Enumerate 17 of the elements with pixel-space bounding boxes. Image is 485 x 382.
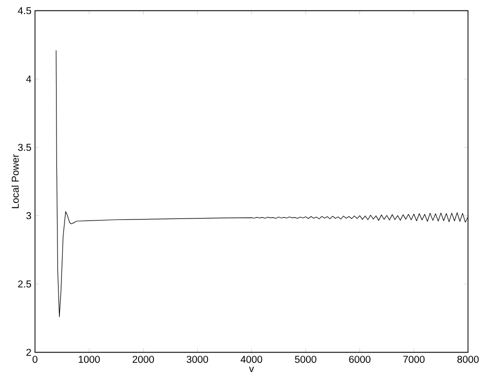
x-tick-label: 1000 [78,356,100,363]
x-tick-label: 8000 [457,356,479,363]
x-axis-title: v [249,366,254,372]
x-tick-label: 0 [32,356,38,363]
x-tick-label: 6000 [349,356,370,363]
y-tick-label: 3.5 [18,144,32,151]
x-tick-label: 2000 [132,356,154,363]
x-tick-label: 3000 [186,356,208,363]
y-tick-label: 2 [26,348,31,356]
y-tick-label: 3 [26,212,32,220]
x-tick-label: 7000 [403,356,425,363]
y-tick-label: 2.5 [18,280,32,288]
y-tick-label: 4 [26,76,32,82]
x-tick-label: 5000 [294,356,316,363]
x-tick-label: 4000 [240,356,262,363]
y-axis-title: Local Power [11,154,19,208]
y-tick-label: 4.5 [18,7,32,14]
